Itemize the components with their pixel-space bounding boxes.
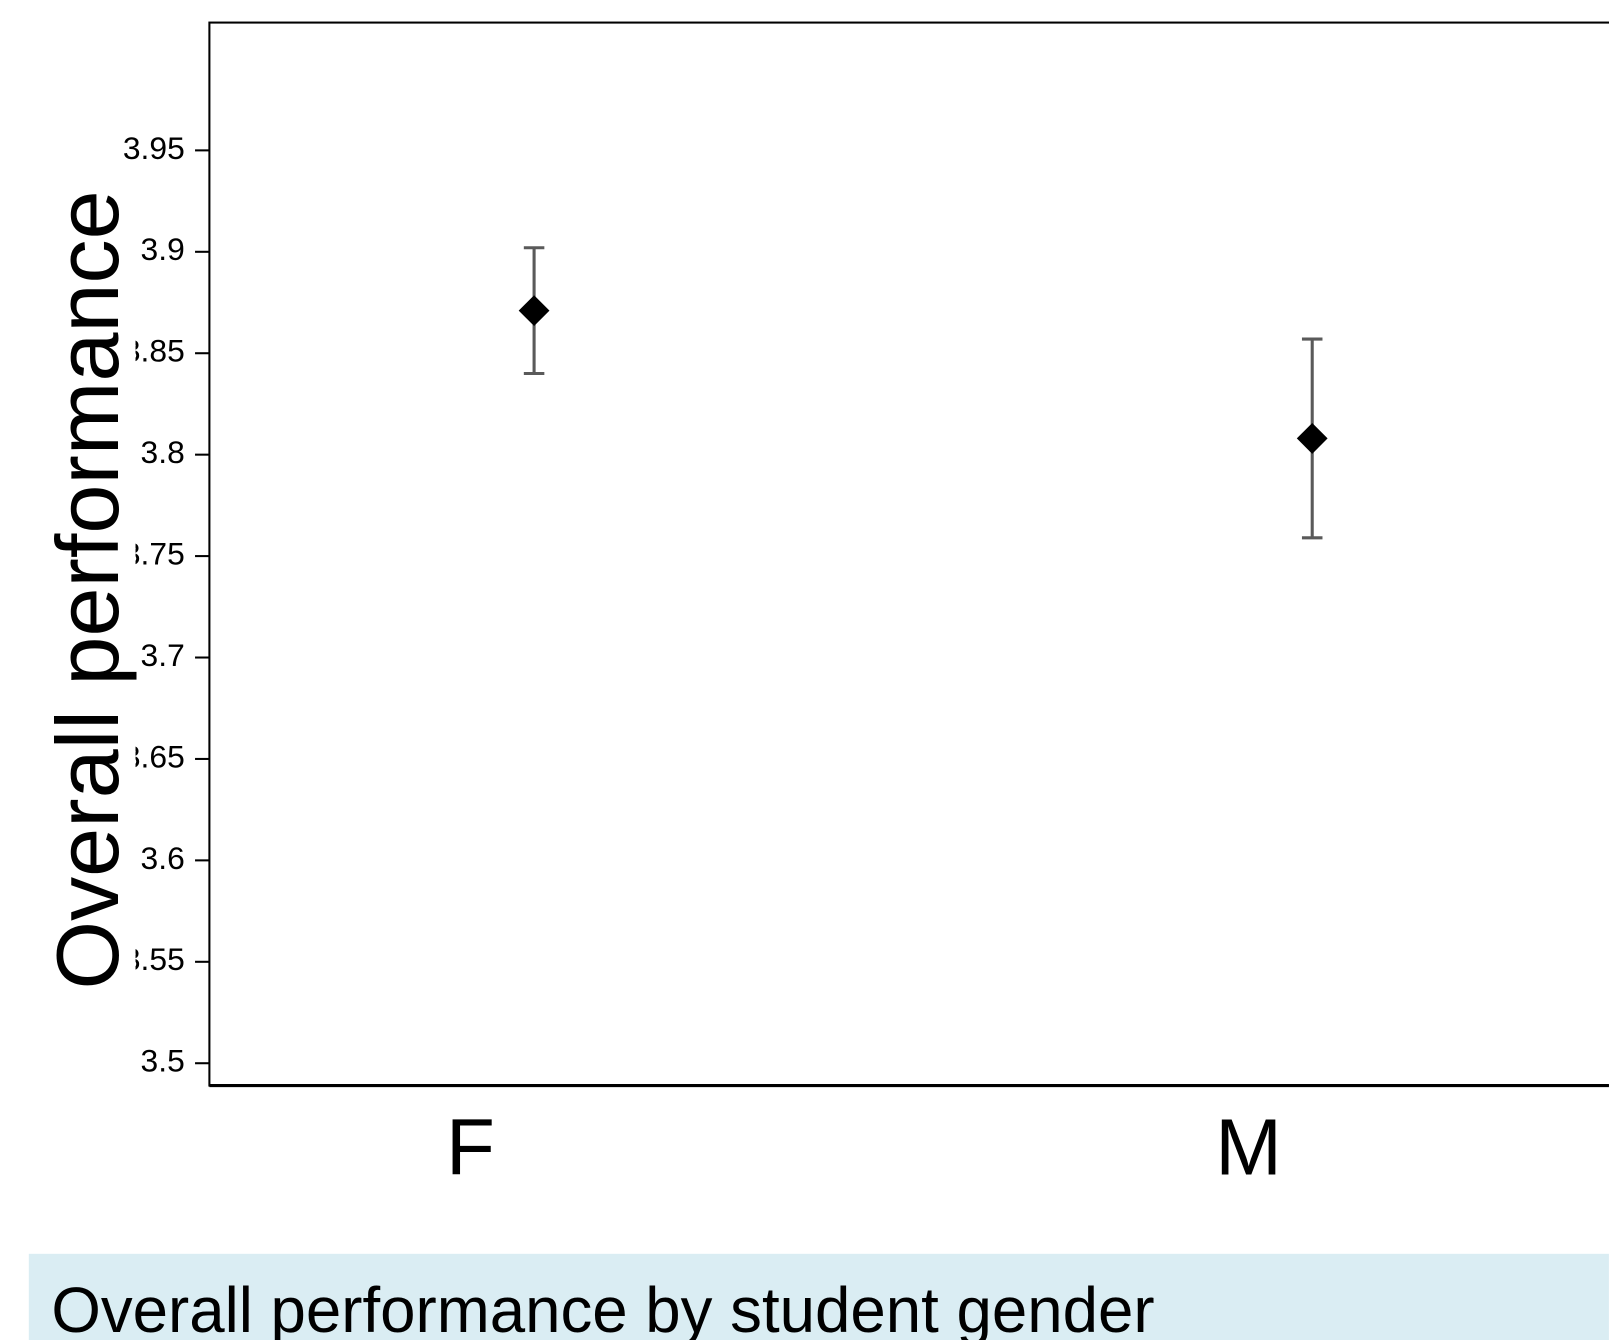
point xyxy=(518,295,550,327)
y-label-backing xyxy=(53,200,136,980)
x-tick-label: M xyxy=(1215,1102,1282,1191)
y-tick-label: 3.95 xyxy=(123,130,185,166)
x-tick-label: F xyxy=(446,1102,495,1191)
y-tick-label: 3.5 xyxy=(141,1043,185,1079)
caption-box xyxy=(28,1253,1609,1340)
y-tick-label: 3.9 xyxy=(141,231,185,267)
caption: Overall performance by student gender xyxy=(51,1275,1154,1340)
y-tick-label: 3.6 xyxy=(141,840,185,876)
y-tick-label: 3.8 xyxy=(141,434,185,470)
y-tick-label: 3.7 xyxy=(141,637,185,673)
y-axis-label: Overall performance xyxy=(38,190,137,989)
plot-frame xyxy=(208,21,1609,1087)
